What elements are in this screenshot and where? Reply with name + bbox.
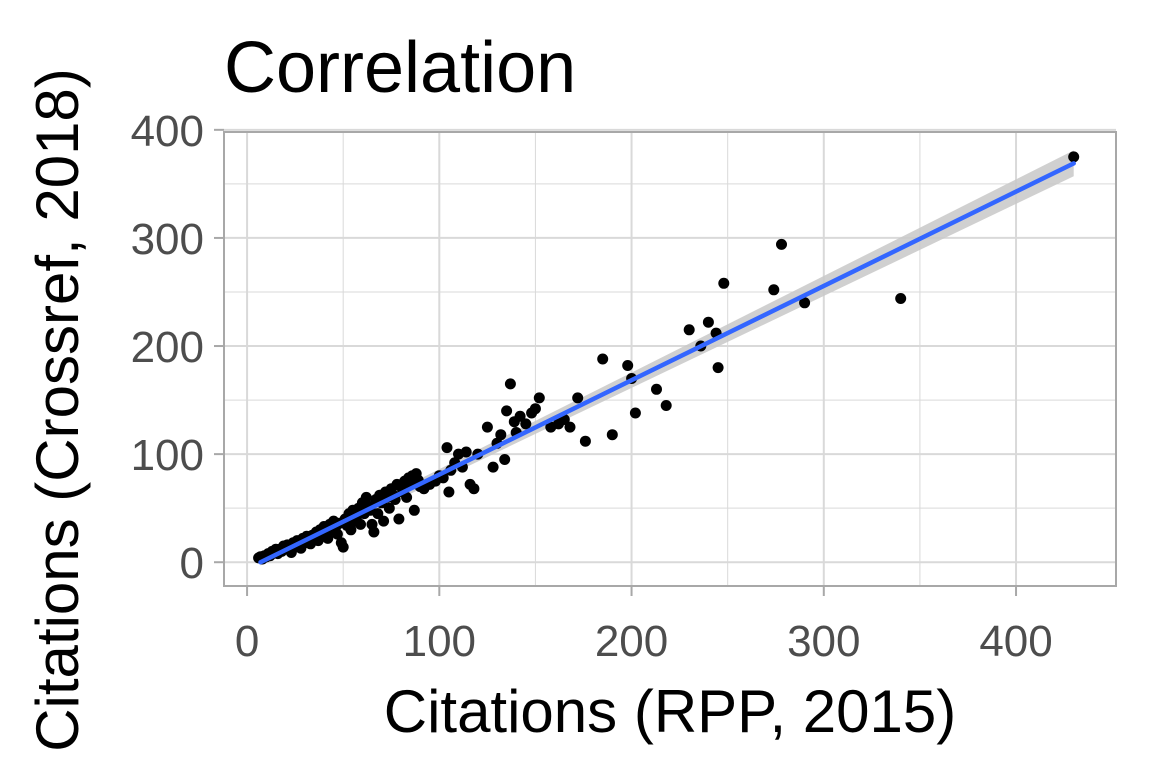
y-tick-label: 200: [131, 323, 204, 372]
data-point: [499, 454, 511, 465]
data-point: [408, 504, 420, 516]
data-point: [460, 446, 472, 458]
data-point: [683, 324, 695, 336]
data-point: [368, 526, 380, 538]
data-point: [597, 353, 609, 365]
data-point: [606, 429, 618, 441]
y-tick-label: 0: [180, 539, 204, 588]
data-point: [799, 297, 811, 309]
data-point: [718, 277, 730, 289]
panel-grid: [224, 128, 1116, 586]
y-axis: 0 100 200 300 400: [131, 107, 224, 588]
data-point: [378, 515, 390, 527]
data-point: [481, 421, 493, 433]
y-tick-label: 400: [131, 107, 204, 156]
data-point: [529, 403, 541, 415]
data-point: [622, 360, 634, 371]
data-point: [629, 407, 641, 419]
data-point: [360, 491, 372, 503]
data-point: [501, 405, 513, 417]
data-point: [331, 528, 343, 540]
data-point: [441, 442, 453, 454]
data-point: [768, 284, 780, 296]
y-tick-label: 100: [131, 431, 204, 480]
panel-border: [223, 131, 1117, 587]
data-point: [651, 383, 662, 395]
regression-line: [258, 161, 1076, 565]
data-point: [514, 410, 526, 422]
x-tick-label: 100: [403, 617, 476, 666]
data-point: [702, 316, 714, 328]
data-point: [504, 378, 516, 390]
data-point: [468, 483, 480, 495]
data-point: [337, 541, 349, 553]
x-tick-label: 400: [979, 617, 1052, 666]
data-point: [776, 238, 787, 250]
x-axis-label: Citations (RPP, 2015): [384, 678, 957, 745]
data-point: [660, 400, 672, 411]
data-point: [355, 518, 366, 530]
x-tick-label: 200: [595, 617, 668, 666]
data-point: [495, 429, 507, 441]
x-tick-label: 0: [235, 617, 259, 666]
data-point: [564, 421, 576, 433]
data-point: [520, 418, 532, 430]
data-point: [895, 293, 907, 304]
data-point: [345, 524, 357, 536]
data-point: [579, 435, 591, 447]
x-axis: 0 100 200 300 400: [235, 586, 1053, 666]
data-point: [393, 513, 405, 525]
data-point: [533, 392, 545, 404]
chart-title: Correlation: [224, 28, 576, 108]
y-tick-label: 300: [131, 215, 204, 264]
data-point: [443, 486, 455, 498]
data-point: [372, 508, 384, 520]
data-point: [401, 491, 413, 503]
data-point: [383, 502, 395, 514]
data-point: [1068, 151, 1080, 163]
data-point: [572, 392, 584, 404]
data-point: [322, 532, 334, 544]
data-point: [712, 362, 724, 374]
data-point: [487, 461, 499, 473]
y-axis-label: Citations (Crossref, 2018): [24, 68, 91, 752]
x-tick-label: 300: [787, 617, 860, 666]
